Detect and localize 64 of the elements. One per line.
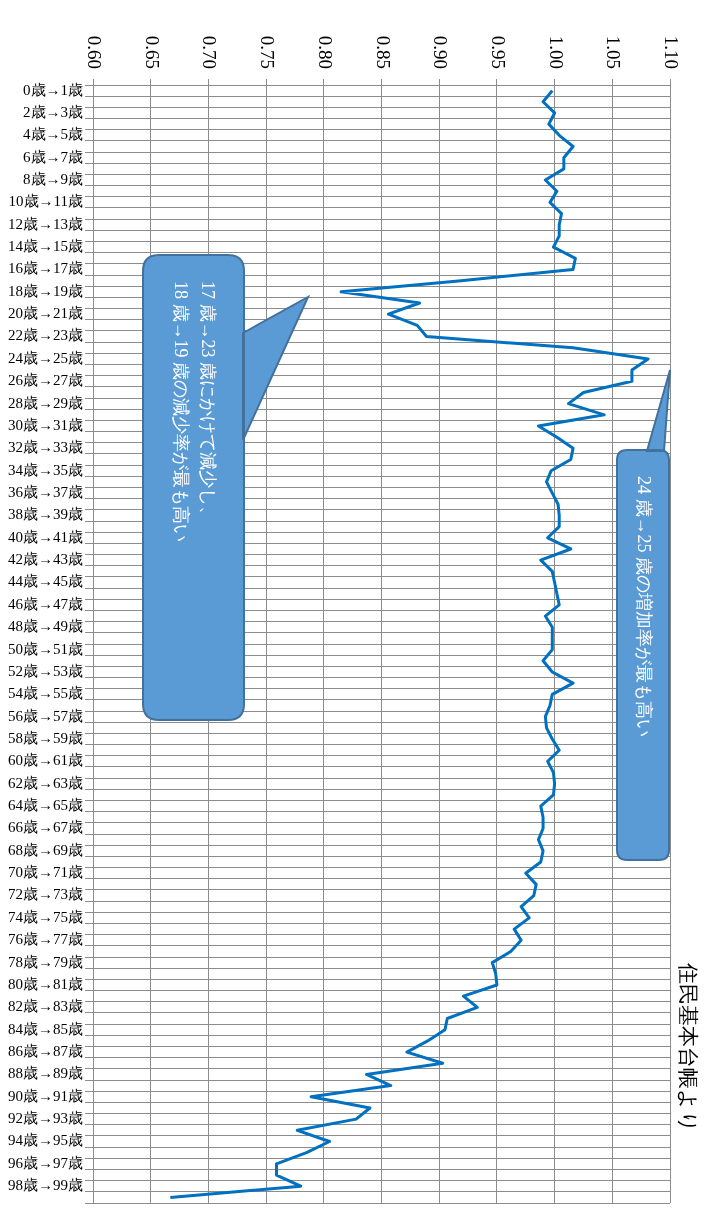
y-tick-label: 34歳→35歳 xyxy=(8,461,83,478)
x-tick-label: 1.10 xyxy=(661,35,683,69)
y-tick-label: 64歳→65歳 xyxy=(8,797,83,814)
y-tick-label: 28歳→29歳 xyxy=(8,394,83,411)
y-tick-label: 90歳→91歳 xyxy=(8,1087,83,1104)
y-tick-label: 32歳→33歳 xyxy=(8,439,83,456)
annotation: 24 歳→25 歳の増加率が最も高い xyxy=(632,476,655,737)
x-tick-label: 0.75 xyxy=(257,35,279,69)
y-tick-label: 56歳→57歳 xyxy=(8,707,83,724)
x-tick-label: 0.90 xyxy=(430,35,452,69)
y-tick-label: 42歳→43歳 xyxy=(8,551,83,568)
x-tick-label: 0.80 xyxy=(314,35,336,69)
x-tick-label: 1.05 xyxy=(603,35,625,69)
y-tick-label: 8歳→9歳 xyxy=(23,170,83,187)
y-tick-label: 96歳→97歳 xyxy=(8,1154,83,1171)
y-tick-label: 60歳→61歳 xyxy=(8,752,83,769)
y-tick-label: 74歳→75歳 xyxy=(8,908,83,925)
y-tick-label: 46歳→47歳 xyxy=(8,595,83,612)
x-tick-label: 0.85 xyxy=(372,35,394,69)
y-tick-label: 52歳→53歳 xyxy=(8,662,83,679)
y-tick-label: 76歳→77歳 xyxy=(8,931,83,948)
y-tick-label: 10歳→11歳 xyxy=(8,193,83,210)
y-tick-label: 48歳→49歳 xyxy=(8,618,83,635)
text: 住民基本台帳より xyxy=(675,963,701,1133)
x-tick-label: 0.95 xyxy=(487,35,509,69)
y-tick-label: 6歳→7歳 xyxy=(23,148,83,165)
y-tick-label: 94歳→95歳 xyxy=(8,1132,83,1149)
y-tick-label: 44歳→45歳 xyxy=(8,573,83,590)
x-tick-label: 0.65 xyxy=(141,35,163,69)
y-tick-label: 66歳→67歳 xyxy=(8,819,83,836)
x-tick-label: 0.70 xyxy=(199,35,221,69)
y-tick-label: 4歳→5歳 xyxy=(23,126,83,143)
y-tick-label: 16歳→17歳 xyxy=(8,260,83,277)
x-tick-label: 1.00 xyxy=(545,35,567,69)
y-tick-label: 62歳→63歳 xyxy=(8,774,83,791)
y-tick-label: 84歳→85歳 xyxy=(8,1020,83,1037)
y-tick-label: 78歳→79歳 xyxy=(8,953,83,970)
y-tick-label: 30歳→31歳 xyxy=(8,416,83,433)
y-tick-label: 86歳→87歳 xyxy=(8,1043,83,1060)
y-tick-label: 0歳→1歳 xyxy=(23,81,83,98)
y-tick-label: 50歳→51歳 xyxy=(8,640,83,657)
y-tick-label: 92歳→93歳 xyxy=(8,1110,83,1127)
y-tick-label: 24歳→25歳 xyxy=(8,349,83,366)
y-tick-label: 68歳→69歳 xyxy=(8,841,83,858)
annotation: 17 歳→23 歳にかけて減少し、 18 歳→19 歳の減少率が最も高い xyxy=(169,281,219,542)
y-tick-label: 12歳→13歳 xyxy=(8,215,83,232)
y-tick-label: 70歳→71歳 xyxy=(8,864,83,881)
y-tick-label: 54歳→55歳 xyxy=(8,685,83,702)
y-tick-label: 20歳→21歳 xyxy=(8,305,83,322)
y-tick-label: 88歳→89歳 xyxy=(8,1065,83,1082)
y-tick-label: 2歳→3歳 xyxy=(23,103,83,120)
y-tick-label: 38歳→39歳 xyxy=(8,506,83,523)
y-tick-label: 98歳→99歳 xyxy=(8,1177,83,1194)
y-tick-label: 26歳→27歳 xyxy=(8,372,83,389)
y-tick-label: 18歳→19歳 xyxy=(8,282,83,299)
y-tick-label: 36歳→37歳 xyxy=(8,484,83,501)
y-tick-label: 22歳→23歳 xyxy=(8,327,83,344)
y-tick-label: 58歳→59歳 xyxy=(8,729,83,746)
y-tick-label: 82歳→83歳 xyxy=(8,998,83,1015)
x-tick-label: 0.60 xyxy=(84,35,106,69)
y-tick-label: 40歳→41歳 xyxy=(8,528,83,545)
y-tick-label: 72歳→73歳 xyxy=(8,886,83,903)
y-tick-label: 80歳→81歳 xyxy=(8,975,83,992)
y-tick-label: 14歳→15歳 xyxy=(8,238,83,255)
